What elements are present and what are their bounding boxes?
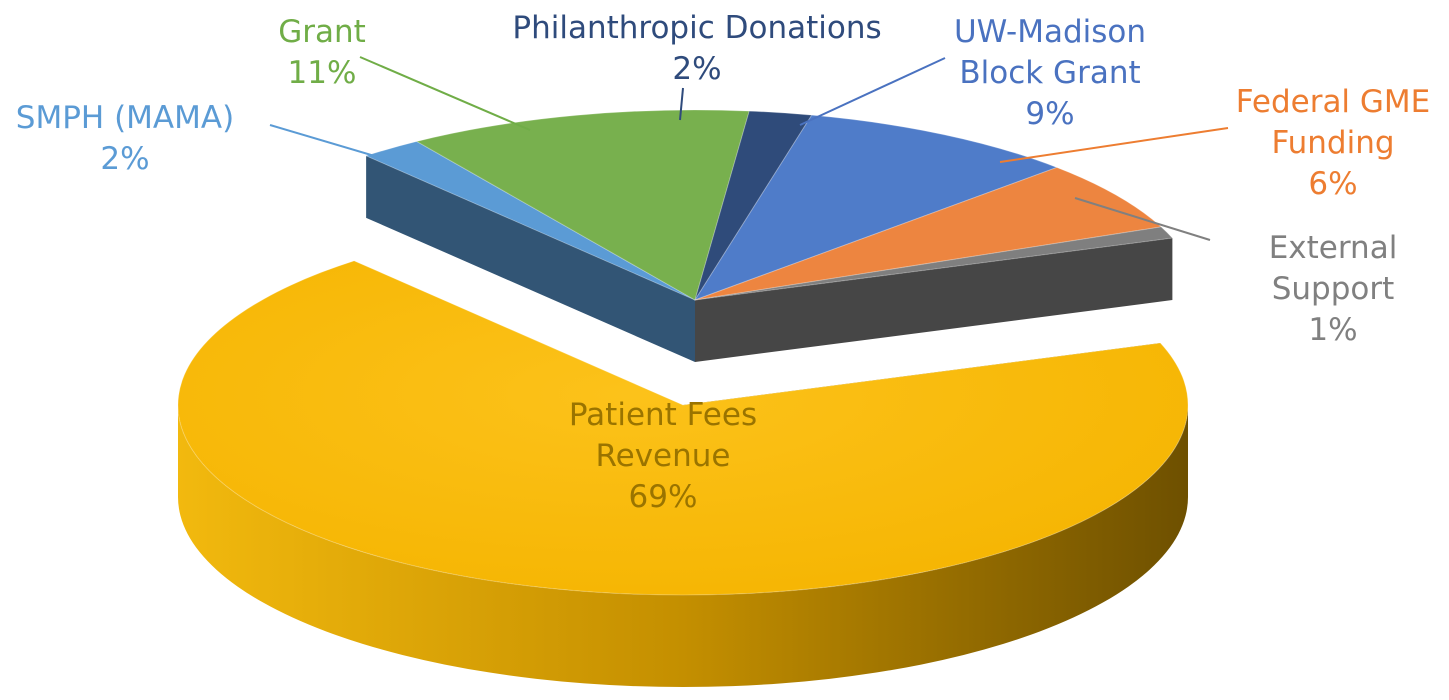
leader-line (1074, 197, 1211, 241)
slice-label: SMPH (MAMA) 2% (0, 98, 260, 180)
leader-line (999, 127, 1229, 163)
leader-line (269, 124, 396, 163)
value-label: 6% (1308, 166, 1358, 202)
slice-label: External Support 1% (1243, 228, 1423, 351)
value-label: 9% (1025, 96, 1075, 132)
leader-line (359, 56, 531, 131)
value-label: 2% (672, 51, 722, 87)
category-label: SMPH (MAMA) (15, 100, 235, 136)
category-label: Grant (278, 14, 366, 50)
value-label: 11% (287, 55, 357, 91)
leader-line (799, 57, 946, 126)
slice (694, 226, 1174, 301)
category-label: External Support (1268, 230, 1398, 307)
category-label: Patient Fees Revenue (568, 397, 758, 474)
value-label: 69% (628, 479, 698, 515)
slice (177, 260, 1189, 596)
slice-label: Grant 11% (257, 12, 387, 94)
slice-face (695, 238, 1173, 362)
value-label: 1% (1308, 312, 1358, 348)
value-label: 2% (100, 141, 150, 177)
slice-side (178, 405, 1188, 687)
slice (694, 110, 813, 301)
slice-label: Philanthropic Donations 2% (487, 8, 907, 90)
category-label: UW-Madison Block Grant (953, 14, 1147, 91)
category-label: Federal GME Funding (1235, 84, 1431, 161)
category-label: Philanthropic Donations (512, 10, 882, 46)
slice-label: UW-Madison Block Grant 9% (930, 12, 1170, 135)
slice (415, 109, 750, 301)
slice-face (366, 155, 695, 362)
slice-label: Federal GME Funding 6% (1213, 82, 1449, 205)
slice (364, 140, 696, 301)
leader-line (679, 87, 684, 121)
slice-label: Patient Fees Revenue 69% (548, 395, 778, 518)
slice (693, 114, 1059, 301)
